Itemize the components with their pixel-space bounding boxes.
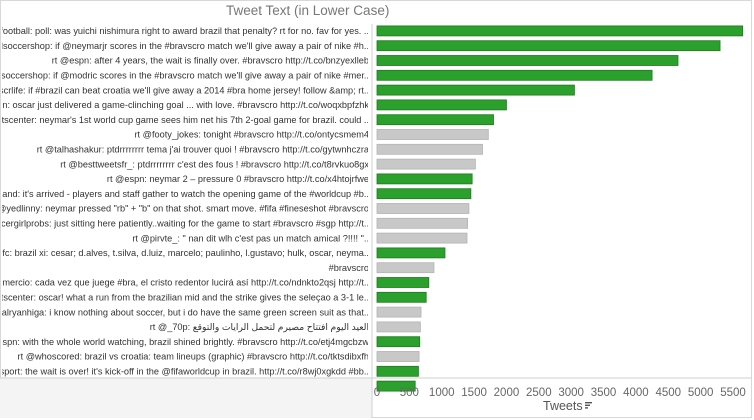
x-tick-label: 5500	[720, 387, 746, 399]
bar[interactable]	[376, 129, 489, 140]
bar[interactable]	[376, 262, 435, 274]
x-tick-label: 2000	[494, 387, 520, 399]
x-tick-label: 2500	[526, 387, 552, 399]
bar[interactable]	[376, 203, 470, 214]
x-tick-label: 500	[400, 387, 419, 399]
bar[interactable]	[376, 158, 476, 170]
bar[interactable]	[376, 25, 744, 37]
row-label[interactable]: rt @besttweetsfr_: ptdrrrrrrrr c'est des…	[60, 159, 369, 169]
column-header-title: Tweet Text (in Lower Case)	[226, 3, 389, 18]
bar[interactable]	[376, 143, 483, 155]
x-axis-ticks: 0 500 1000 1500 2000 2500 3000 3500 4000 4500 5000…	[374, 387, 746, 399]
row-label[interactable]: rt @espn: oscar just delivered a game-cl…	[0, 100, 369, 110]
row-label[interactable]: rt @footy_jokes: tonight #bravscro http:…	[134, 130, 369, 140]
row-label[interactable]: rt @espn: with the whole world watching,…	[0, 337, 369, 347]
bar[interactable]	[376, 321, 421, 333]
bar[interactable]	[376, 55, 679, 66]
bar[interactable]	[376, 291, 427, 303]
bar[interactable]	[376, 365, 419, 377]
row-label[interactable]: rt @worldsoccershop: if @modric scores i…	[0, 71, 369, 81]
x-tick-label: 1500	[461, 387, 487, 399]
bar[interactable]	[376, 351, 420, 362]
bar[interactable]	[376, 232, 468, 244]
bar[interactable]	[376, 188, 472, 200]
row-label[interactable]: rt @elcomercio: cada vez que juege #bra,…	[0, 278, 369, 288]
bar[interactable]	[376, 277, 430, 288]
bar[interactable]	[376, 173, 473, 185]
bar-rows: rt @skyfootball: poll: was yuichi nishim…	[0, 25, 744, 392]
bar[interactable]	[376, 306, 422, 318]
sort-descending-icon[interactable]	[585, 402, 592, 409]
x-tick-label: 3500	[591, 387, 617, 399]
row-labels: rt @skyfootball: poll: was yuichi nishim…	[0, 26, 370, 377]
bar[interactable]	[376, 380, 416, 392]
x-tick-label: 5000	[688, 387, 714, 399]
row-label[interactable]: rt @espn: neymar 2 – pressure 0 #bravscr…	[107, 174, 369, 184]
x-tick-label: 4500	[655, 387, 681, 399]
row-label[interactable]: rt @yedlinny: neymar pressed "rb" + "b" …	[0, 204, 369, 214]
bar[interactable]	[376, 217, 469, 229]
row-label[interactable]: rt @_70p: العيد اليوم افتتاح مصيرم لتحمل…	[150, 322, 369, 332]
bar[interactable]	[376, 247, 446, 259]
row-label[interactable]: rt @skyfootball: poll: was yuichi nishim…	[0, 26, 369, 36]
row-label[interactable]: rt @sportscenter: neymar's 1st world cup…	[0, 115, 369, 125]
row-label[interactable]: rt @pirvte_: " nan dit wlh c'est pas un …	[132, 233, 369, 243]
bar[interactable]	[376, 114, 494, 126]
bar[interactable]	[376, 336, 421, 348]
row-label[interactable]: rt @england: it's arrived - players and …	[0, 189, 369, 199]
row-label[interactable]: rt @truescrlife: if #brazil can beat cro…	[0, 85, 369, 95]
row-label[interactable]: rt @soccergirlprobs: just sitting here p…	[0, 219, 369, 229]
row-label[interactable]: rt @sportscenter: oscar! what a run from…	[0, 293, 369, 303]
x-tick-label: 1000	[429, 387, 455, 399]
x-tick-label: 4000	[623, 387, 649, 399]
x-tick-label: 0	[374, 387, 380, 399]
row-label[interactable]: #bravscro	[329, 263, 369, 273]
row-label[interactable]: rt @bbcsport: the wait is over! it's kic…	[0, 367, 369, 377]
x-tick-label: 3000	[558, 387, 584, 399]
bar[interactable]	[376, 84, 575, 96]
x-axis-title: Tweets	[543, 399, 583, 413]
row-label[interactable]: rt @worldsoccershop: if @neymarjr scores…	[0, 41, 369, 51]
row-label[interactable]: rt @espnfc: brazil xi: cesar; d.alves, t…	[0, 248, 369, 258]
bar[interactable]	[376, 40, 721, 52]
row-label[interactable]: rt @talhashakur: ptdrrrrrrrr tema j'ai t…	[37, 145, 370, 155]
bar[interactable]	[376, 69, 653, 81]
row-label[interactable]: rt @espn: after 4 years, the wait is fin…	[52, 56, 369, 66]
row-label[interactable]: rt @whoscored: brazil vs croatia: team l…	[18, 352, 369, 362]
bar[interactable]	[376, 99, 507, 111]
row-label[interactable]: rt @therealryanhiga: i know nothing abou…	[0, 307, 369, 317]
label-footer-area	[0, 378, 372, 418]
